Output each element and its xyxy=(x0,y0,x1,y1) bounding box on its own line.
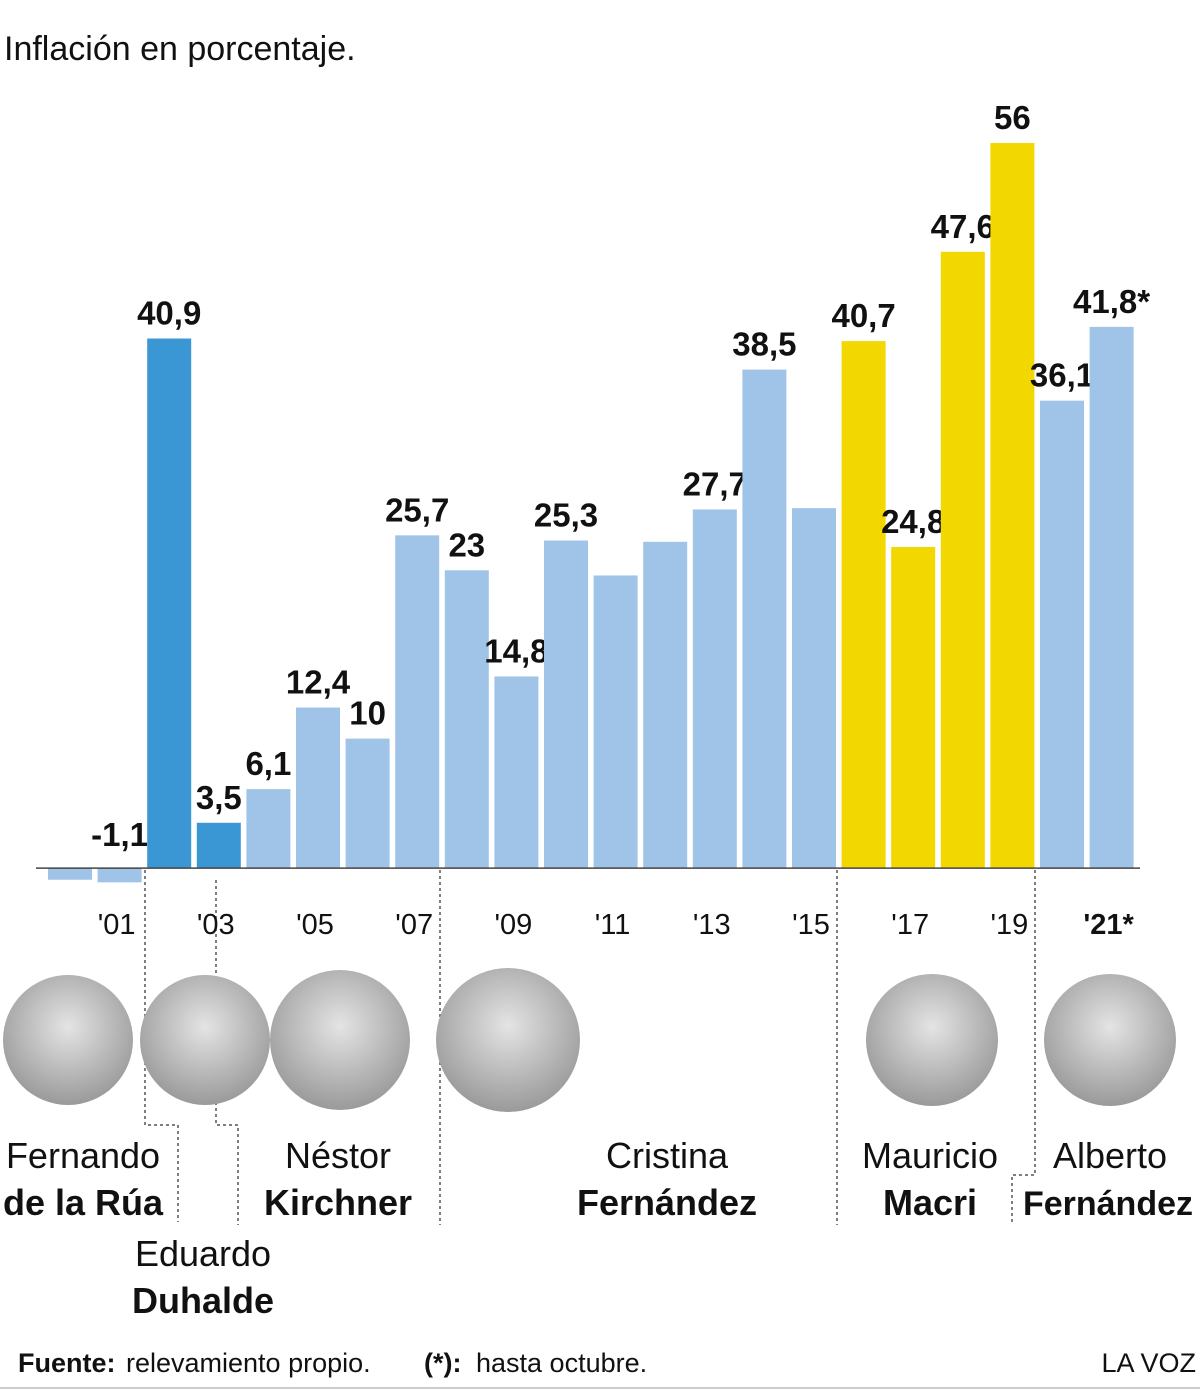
x-tick-label: '11 xyxy=(595,909,631,941)
value-label: 36,1 xyxy=(1030,357,1094,394)
chart-title: Inflación en porcentaje. xyxy=(4,30,356,68)
bar xyxy=(97,868,142,883)
bar xyxy=(990,143,1035,869)
value-label: 12,4 xyxy=(286,664,351,701)
bar xyxy=(1089,326,1134,869)
x-tick-label: '05 xyxy=(296,909,334,941)
bar xyxy=(395,535,440,869)
value-label: 10 xyxy=(349,695,386,732)
value-label: 41,8* xyxy=(1073,283,1150,320)
value-label: 40,9 xyxy=(137,295,201,332)
bar xyxy=(246,789,291,869)
value-label: 23 xyxy=(448,526,485,563)
bar xyxy=(643,541,688,869)
value-label: 14,8 xyxy=(484,632,548,669)
bar xyxy=(692,509,737,869)
photo xyxy=(436,968,580,1112)
source-label: Fuente: xyxy=(18,1348,116,1378)
photo xyxy=(270,970,410,1110)
photo xyxy=(866,974,998,1106)
value-label: 47,6 xyxy=(931,208,995,245)
brand: LA VOZ xyxy=(1101,1348,1196,1378)
separator xyxy=(144,870,179,1222)
bar xyxy=(345,738,390,869)
bar xyxy=(48,868,92,880)
footer: Fuente: relevamiento propio. (*): hasta … xyxy=(18,1348,1196,1378)
president-first: Eduardo xyxy=(135,1233,271,1274)
value-label: 56 xyxy=(994,99,1031,136)
x-tick-label: '07 xyxy=(395,909,433,941)
value-label: -1,1 xyxy=(91,816,148,853)
x-tick-label: '17 xyxy=(891,909,929,941)
value-label: 40,7 xyxy=(831,297,895,334)
president-names: Fernando de la Rúa Eduardo Duhalde Nésto… xyxy=(3,1135,1193,1321)
value-label: 25,7 xyxy=(385,491,449,528)
bar xyxy=(444,570,489,869)
photos xyxy=(3,968,1176,1112)
x-tick-label: '15 xyxy=(792,909,830,941)
x-tick-label: '01 xyxy=(98,909,136,941)
bar xyxy=(544,540,588,869)
bar xyxy=(891,546,936,869)
note: hasta octubre. xyxy=(476,1348,647,1378)
note-label: (*): xyxy=(424,1348,461,1378)
bar xyxy=(940,251,985,869)
president-first: Alberto xyxy=(1053,1135,1167,1176)
bar xyxy=(196,822,241,869)
value-label: 24,8 xyxy=(881,503,945,540)
bar xyxy=(742,369,787,869)
president-last: Macri xyxy=(883,1182,977,1223)
bar xyxy=(494,676,539,869)
president-first: Néstor xyxy=(285,1135,391,1176)
value-label: 38,5 xyxy=(732,326,796,363)
president-last: Duhalde xyxy=(132,1280,274,1321)
bar xyxy=(1040,400,1084,869)
x-tick-label: '03 xyxy=(197,909,235,941)
x-tick-label: '13 xyxy=(693,909,731,941)
value-label: 6,1 xyxy=(245,745,291,782)
x-tick-label: '09 xyxy=(495,909,533,941)
x-tick-label: '21* xyxy=(1083,909,1134,941)
separator xyxy=(1011,870,1036,1225)
x-tick-label: '19 xyxy=(991,909,1029,941)
president-last: de la Rúa xyxy=(3,1182,164,1223)
photo xyxy=(140,975,270,1105)
president-first: Fernando xyxy=(6,1135,160,1176)
value-label: 25,3 xyxy=(534,497,598,534)
president-last: Fernández xyxy=(577,1182,757,1223)
bar xyxy=(593,575,638,869)
bar xyxy=(841,341,886,869)
source: relevamiento propio. xyxy=(126,1348,371,1378)
bar xyxy=(147,338,192,869)
president-last: Kirchner xyxy=(264,1182,412,1223)
bar xyxy=(296,707,340,869)
president-first: Cristina xyxy=(606,1135,729,1176)
value-label: 3,5 xyxy=(196,779,242,816)
value-label: 27,7 xyxy=(683,465,747,502)
president-last: Fernández xyxy=(1023,1185,1193,1223)
photo xyxy=(3,975,133,1105)
photo xyxy=(1044,974,1176,1106)
president-first: Mauricio xyxy=(862,1135,998,1176)
bar xyxy=(792,508,836,869)
